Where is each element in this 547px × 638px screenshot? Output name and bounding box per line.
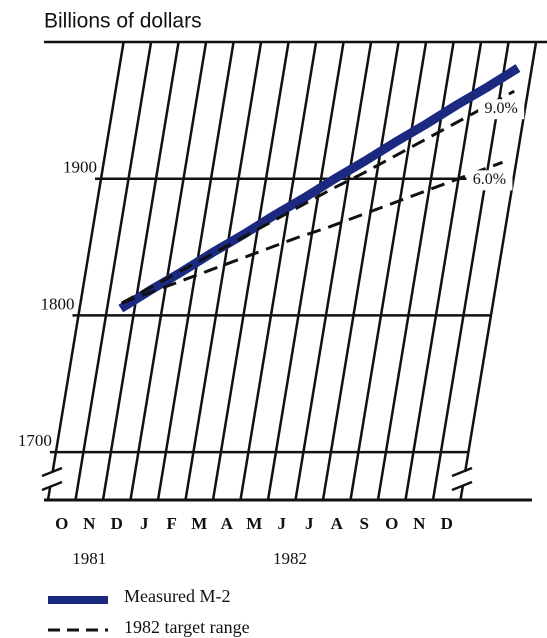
legend-label: Measured M-2	[124, 586, 230, 606]
month-line	[239, 41, 318, 501]
y-tick-label: 1800	[40, 294, 74, 313]
x-tick-label: O	[385, 514, 398, 533]
month-line	[184, 41, 263, 501]
x-tick-label: F	[167, 514, 177, 533]
month-line	[321, 41, 400, 501]
month-line	[349, 41, 428, 501]
x-tick-label: D	[441, 514, 453, 533]
break-gap	[38, 472, 66, 486]
x-tick-label: N	[413, 514, 426, 533]
year-label: 1981	[72, 549, 106, 568]
y-tick-label: 1900	[63, 158, 97, 177]
series-line	[120, 89, 515, 305]
month-line	[101, 41, 180, 501]
month-line	[129, 41, 208, 501]
label-bg	[466, 170, 513, 191]
slant-grid	[46, 41, 538, 501]
x-tick-label: N	[83, 514, 96, 533]
series-line	[121, 160, 504, 305]
month-line	[156, 41, 235, 501]
line-end-label-text: 9.0%	[485, 100, 518, 117]
x-tick-label: O	[55, 514, 68, 533]
chart-title: Billions of dollars	[44, 10, 202, 33]
legend-label: 1982 target range	[124, 617, 250, 637]
break-tick	[41, 480, 63, 492]
x-tick-label: J	[140, 514, 149, 533]
x-tick-label: A	[331, 514, 344, 533]
year-label: 1982	[273, 549, 307, 568]
month-line	[294, 41, 373, 501]
x-tick-label: M	[191, 514, 207, 533]
axis-breaks	[38, 466, 478, 492]
break-tick	[451, 480, 473, 492]
month-line	[404, 41, 483, 501]
month-line	[74, 41, 153, 501]
x-tick-label: J	[278, 514, 287, 533]
x-tick-label: J	[305, 514, 314, 533]
label-bg	[478, 99, 525, 120]
x-tick-label: M	[246, 514, 262, 533]
line-end-label-text: 6.0%	[473, 171, 506, 188]
x-tick-label: A	[221, 514, 234, 533]
break-tick	[41, 466, 63, 478]
break-tick	[451, 466, 473, 478]
month-line	[266, 41, 345, 501]
month-line	[211, 41, 290, 501]
y-tick-label: 1700	[18, 431, 52, 450]
x-tick-label: S	[360, 514, 369, 533]
line-end-label: 6.0%	[466, 170, 513, 191]
month-line	[46, 41, 125, 501]
x-tick-label: D	[111, 514, 123, 533]
line-end-label: 9.0%	[478, 99, 525, 120]
